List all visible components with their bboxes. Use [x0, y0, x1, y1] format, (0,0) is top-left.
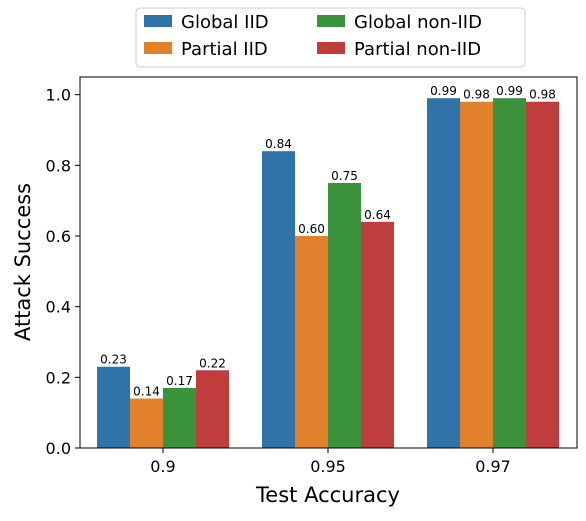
x-tick-label-0: 0.9	[150, 457, 175, 476]
data-label-3-1: 0.64	[364, 208, 391, 222]
bar-3-1	[361, 221, 394, 448]
bar-0-1	[262, 151, 295, 448]
y-axis-label: Attack Success	[11, 183, 35, 341]
bar-1-0	[130, 398, 163, 448]
x-axis: 0.9 0.95 0.97	[150, 448, 511, 476]
data-label-2-1: 0.75	[331, 169, 358, 183]
legend-swatch-3	[317, 42, 345, 54]
bar-1-2	[460, 101, 493, 448]
data-label-0-1: 0.84	[265, 137, 292, 151]
y-axis: 0.0 0.2 0.4 0.6 0.8 1.0	[46, 86, 80, 458]
bar-0-0	[97, 366, 130, 448]
data-label-1-2: 0.98	[463, 88, 490, 102]
legend-swatch-0	[144, 15, 172, 27]
data-labels-group: 0.23 0.84 0.99 0.14 0.60 0.98 0.17 0.75 0.99 0.22…	[100, 84, 556, 398]
x-tick-label-2: 0.97	[475, 457, 511, 476]
data-label-0-2: 0.99	[430, 84, 457, 98]
legend-label-2: Global non-IID	[354, 12, 482, 33]
data-label-0-0: 0.23	[100, 353, 127, 367]
legend-label-3: Partial non-IID	[354, 39, 481, 60]
bar-2-0	[163, 387, 196, 448]
legend-frame	[135, 7, 526, 68]
bar-3-0	[196, 370, 229, 448]
data-label-1-1: 0.60	[298, 222, 325, 236]
y-tick-label-0: 0.0	[46, 439, 71, 458]
data-label-1-0: 0.14	[133, 385, 160, 399]
y-tick-label-1: 0.2	[46, 368, 71, 387]
legend-swatch-1	[144, 42, 172, 54]
y-tick-label-4: 0.8	[46, 156, 71, 175]
y-tick-label-3: 0.6	[46, 227, 71, 246]
bar-0-2	[427, 98, 460, 448]
y-tick-label-5: 1.0	[46, 86, 71, 105]
bars-group	[97, 98, 559, 448]
legend-swatch-2	[317, 15, 345, 27]
bar-1-1	[295, 236, 328, 448]
x-tick-label-1: 0.95	[310, 457, 346, 476]
legend-label-0: Global IID	[181, 12, 269, 33]
data-label-3-0: 0.22	[199, 356, 226, 370]
legend: Global IID Partial IID Global non-IID Parti…	[135, 7, 526, 68]
bar-3-2	[526, 101, 559, 448]
data-label-2-0: 0.17	[166, 374, 193, 388]
data-label-2-2: 0.99	[496, 84, 523, 98]
bar-2-1	[328, 183, 361, 448]
legend-label-1: Partial IID	[181, 39, 268, 60]
y-tick-label-2: 0.4	[46, 298, 71, 317]
data-label-3-2: 0.98	[529, 88, 556, 102]
x-axis-label: Test Accuracy	[255, 483, 400, 507]
bar-2-2	[493, 98, 526, 448]
